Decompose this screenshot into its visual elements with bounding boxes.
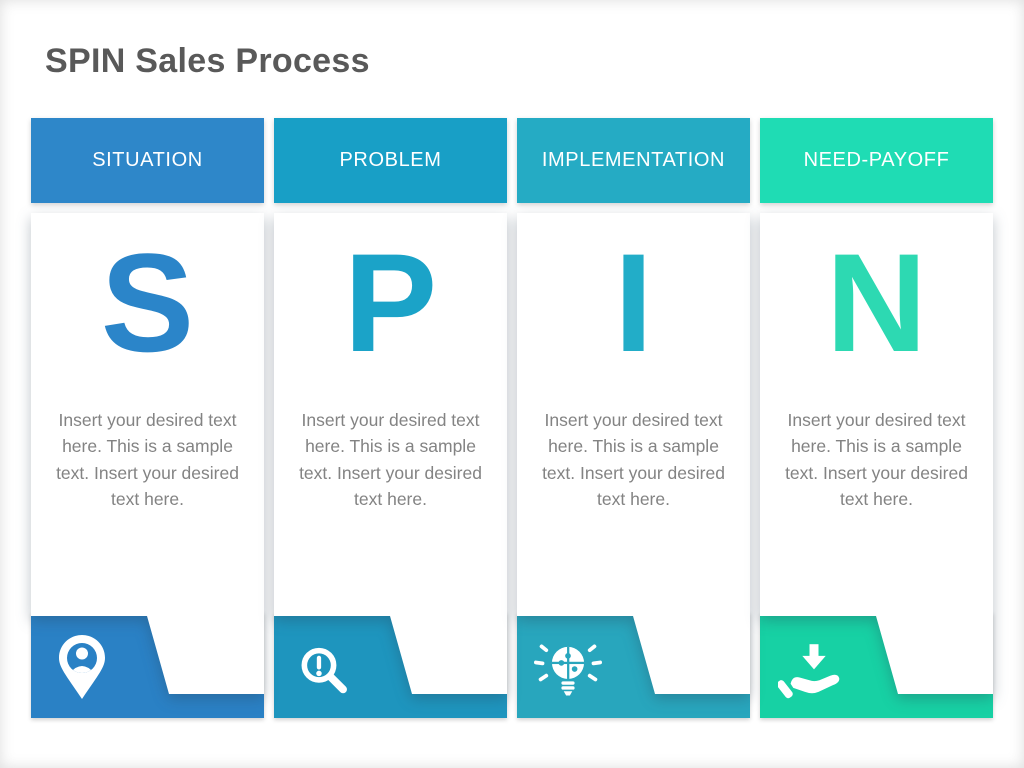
column-problem: PROBLEM P Insert your desired text here.…	[274, 118, 507, 718]
column-card-need-payoff: N Insert your desired text here. This is…	[760, 209, 993, 694]
big-letter-s: S	[100, 224, 195, 381]
hand-receive-icon	[778, 644, 840, 699]
column-implementation: IMPLEMENTATION I Insert your desired tex…	[517, 118, 750, 718]
big-letter-n: N	[825, 224, 928, 381]
placeholder-text: Insert your desired text here. This is a…	[785, 410, 968, 509]
column-card-problem: P Insert your desired text here. This is…	[274, 209, 507, 694]
person-location-pin-icon	[59, 635, 105, 699]
process-columns: SITUATION S Insert your desired text her…	[31, 118, 993, 718]
magnifier-alert-icon	[301, 647, 347, 694]
idea-puzzle-bulb-icon	[534, 644, 602, 696]
column-card-situation: S Insert your desired text here. This is…	[31, 209, 264, 694]
slide-title: SPIN Sales Process	[45, 42, 370, 80]
big-letter-i: I	[614, 224, 653, 381]
column-header-implementation: IMPLEMENTATION	[517, 118, 750, 203]
column-situation: SITUATION S Insert your desired text her…	[31, 118, 264, 718]
column-need-payoff: NEED-PAYOFF N Insert your desired text h…	[760, 118, 993, 718]
placeholder-text: Insert your desired text here. This is a…	[56, 410, 239, 509]
column-header-problem: PROBLEM	[274, 118, 507, 203]
big-letter-p: P	[343, 224, 438, 381]
column-card-implementation: I Insert your desired text here. This is…	[517, 209, 750, 694]
column-header-need-payoff: NEED-PAYOFF	[760, 118, 993, 203]
placeholder-text: Insert your desired text here. This is a…	[542, 410, 725, 509]
placeholder-text: Insert your desired text here. This is a…	[299, 410, 482, 509]
column-header-situation: SITUATION	[31, 118, 264, 203]
